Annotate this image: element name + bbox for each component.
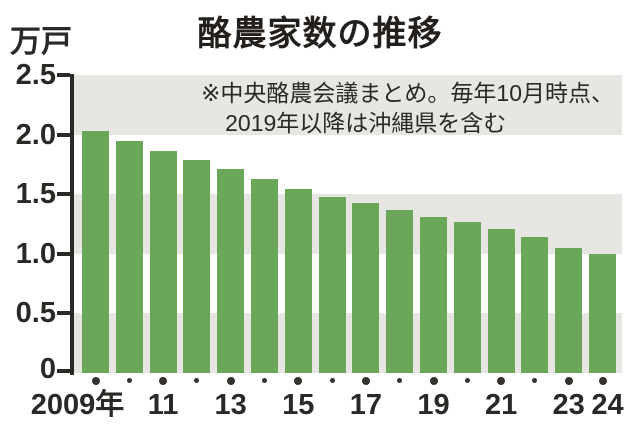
bar-2016	[318, 196, 346, 373]
x-dot-2012	[194, 378, 200, 383]
x-label-13: 13	[214, 389, 247, 421]
y-axis-unit-label: 万戸	[10, 24, 72, 59]
y-axis-line	[70, 74, 74, 375]
x-dot-2015	[294, 376, 303, 385]
bar-2023	[555, 247, 583, 373]
x-dot-2019	[429, 376, 438, 385]
bar-2018	[386, 209, 414, 373]
bar-2015	[284, 189, 312, 373]
x-dot-2016	[329, 378, 335, 383]
source-annotation-line2: 2019年以降は沖縄県を含む	[225, 110, 507, 136]
grid-band-0	[74, 75, 622, 135]
x-dot-2023	[564, 376, 573, 385]
bar-2022	[521, 237, 549, 373]
x-label-19: 19	[417, 389, 450, 421]
chart-title: 酪農家数の推移	[197, 15, 443, 53]
x-dot-2021	[497, 376, 506, 385]
y-label-2.0: 2.0	[15, 118, 56, 151]
bar-2020	[453, 221, 481, 373]
y-tick-2.5	[57, 73, 70, 77]
x-dot-2018	[397, 378, 403, 383]
bar-2011	[149, 151, 177, 373]
x-label-15: 15	[282, 389, 315, 421]
bar-2012	[183, 159, 211, 373]
bar-2021	[487, 228, 515, 373]
y-label-0.5: 0.5	[15, 297, 56, 330]
x-dot-2013	[226, 376, 235, 385]
y-label-2.5: 2.5	[15, 59, 56, 91]
x-label-2009年: 2009年	[30, 389, 125, 421]
x-label-17: 17	[349, 389, 383, 421]
bar-2010	[115, 140, 143, 373]
x-dot-2024	[598, 376, 607, 385]
x-label-21: 21	[484, 389, 518, 421]
y-tick-2.0	[57, 132, 70, 137]
source-annotation: ※中央酪農会議まとめ。毎年10月時点、 2019年以降は沖縄県を含む	[195, 77, 622, 142]
bar-2014	[251, 178, 278, 373]
x-dot-2017	[361, 376, 370, 385]
y-label-1.0: 1.0	[15, 237, 56, 270]
y-label-0: 0	[39, 353, 56, 385]
y-tick-0.5	[57, 311, 70, 316]
y-label-1.5: 1.5	[15, 178, 56, 211]
bar-2009	[82, 131, 109, 373]
bar-2017	[352, 202, 380, 373]
y-tick-1.5	[57, 192, 70, 197]
x-label-23: 23	[552, 389, 585, 421]
x-dot-2010	[126, 378, 132, 383]
x-label-11: 11	[147, 389, 179, 421]
x-label-24: 24	[591, 389, 624, 421]
x-dot-2020	[464, 378, 470, 383]
bar-2013	[217, 169, 245, 373]
y-tick-1.0	[57, 251, 70, 256]
bar-2024	[589, 253, 616, 373]
x-dot-2022	[532, 378, 538, 383]
y-tick-0	[57, 369, 70, 373]
x-dot-2011	[159, 376, 168, 385]
x-dot-2009	[91, 376, 100, 385]
x-dot-2014	[262, 378, 267, 383]
source-annotation-line1: ※中央酪農会議まとめ。毎年10月時点、	[201, 80, 614, 106]
bar-2019	[420, 216, 447, 373]
